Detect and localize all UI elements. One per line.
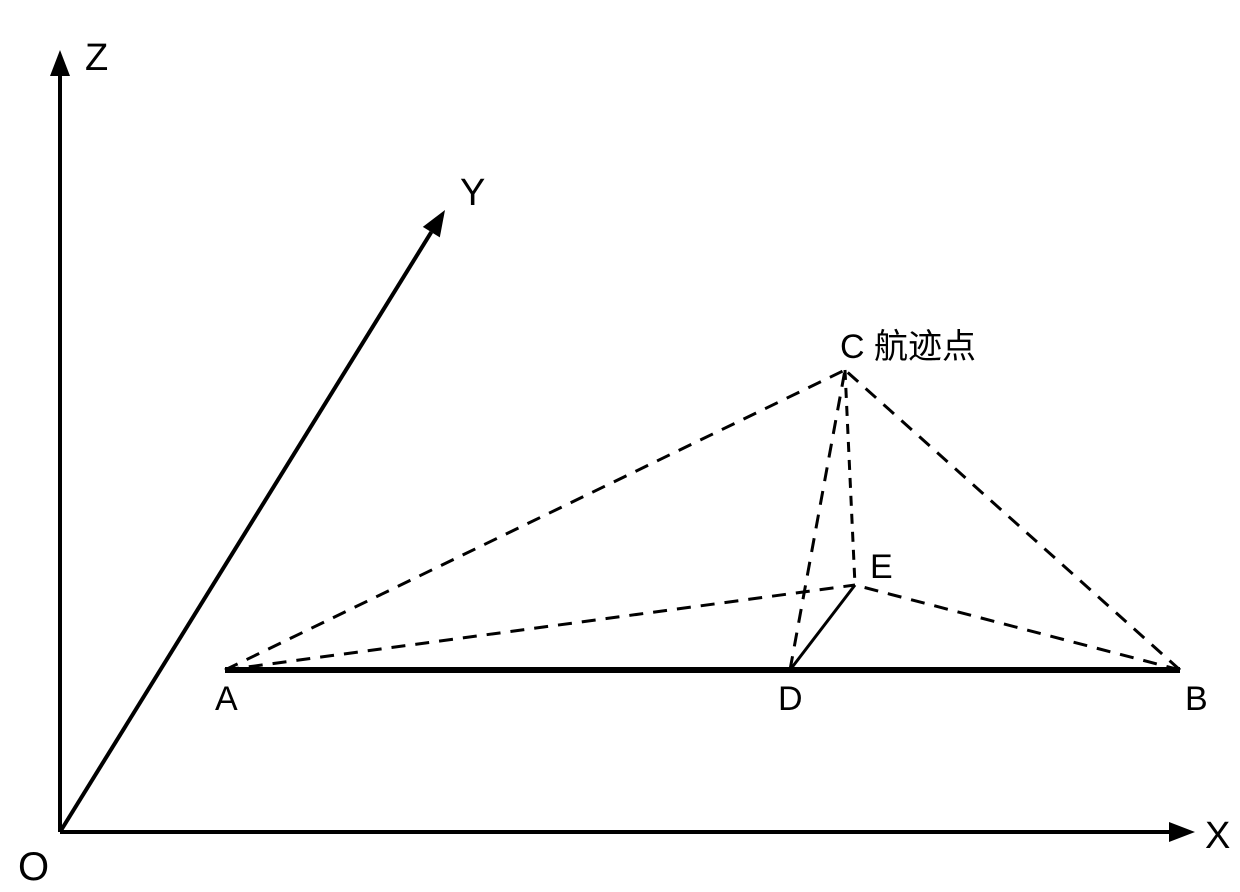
point-D-label: D: [778, 680, 803, 718]
background: [0, 0, 1240, 892]
coordinate-diagram: X Y Z O A B C 航迹点 D E: [0, 0, 1240, 892]
point-E-label: E: [870, 548, 893, 586]
axis-x-label: X: [1205, 815, 1230, 857]
point-C-label: C 航迹点: [840, 328, 976, 366]
axis-y-label: Y: [460, 172, 485, 214]
axis-z-label: Z: [85, 37, 108, 79]
origin-label: O: [18, 845, 49, 889]
point-A-label: A: [215, 680, 238, 718]
point-B-label: B: [1185, 680, 1208, 718]
